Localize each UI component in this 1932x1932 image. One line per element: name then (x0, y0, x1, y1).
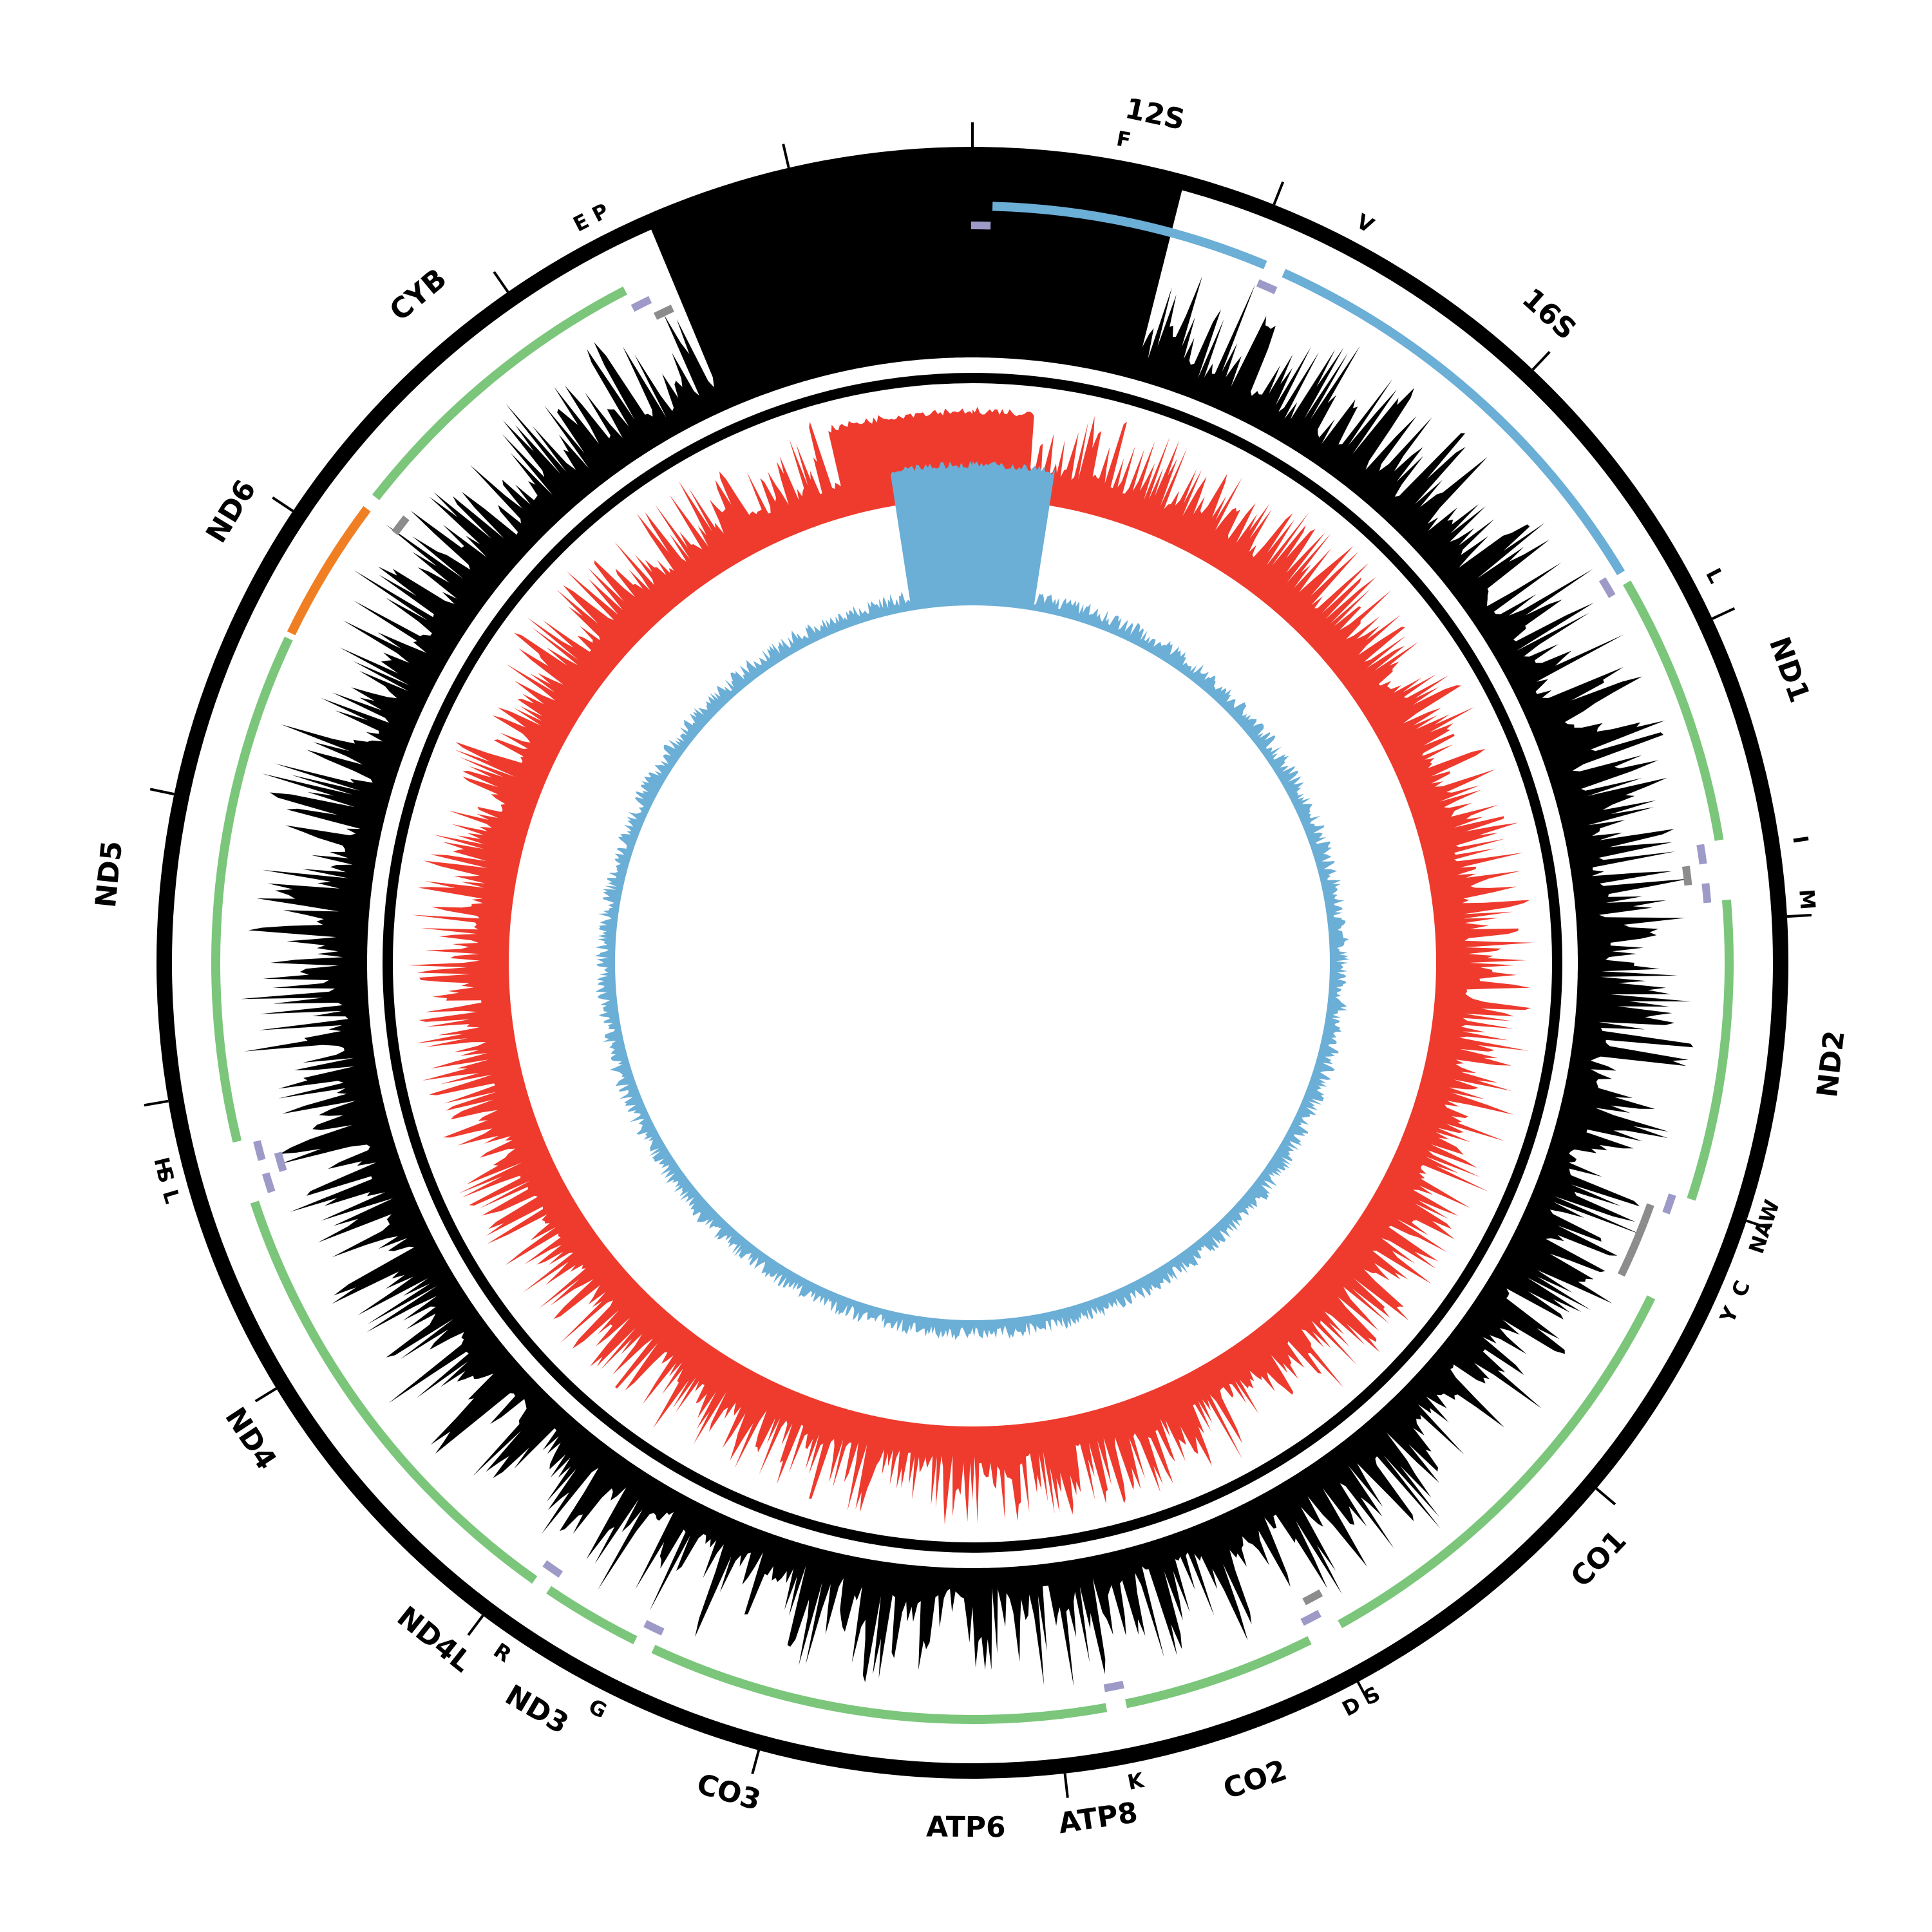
gene-label-nd1: ND1 (1763, 632, 1816, 706)
trna-mark-c (1625, 1238, 1641, 1260)
trna-mark-q (1681, 866, 1692, 886)
scale-tick (1712, 607, 1736, 620)
scale-tick (144, 1099, 169, 1107)
gene-arc-co2 (1125, 1636, 1312, 1709)
trna-label: Y (1715, 1302, 1744, 1327)
trna-label: K (1126, 1768, 1147, 1795)
trna-mark-n (1633, 1221, 1648, 1242)
scale-tick (1531, 351, 1551, 371)
trna-label: R (489, 1638, 516, 1667)
gene-label-nd5: ND5 (90, 839, 129, 909)
gene-label-nd2: ND2 (1811, 1029, 1852, 1099)
trna-mark-m (1701, 883, 1712, 904)
genome-backbone (156, 147, 1788, 1779)
gene-arcs (211, 202, 1734, 1724)
trna-label: L (158, 1187, 185, 1206)
gene-label-nd3: ND3 (500, 1678, 574, 1740)
gene-label-atp6: ATP6 (926, 1810, 1006, 1844)
inner-backbone-ring (383, 373, 1562, 1553)
outer-backbone-ring (156, 147, 1788, 1779)
trna-label: C (1727, 1277, 1755, 1300)
trna-mark-a (1640, 1203, 1654, 1224)
gene-arc-co3 (651, 1645, 871, 1718)
gene-arc-cyb (372, 286, 627, 500)
trna-mark-t (630, 296, 652, 312)
trna-mark-k (1103, 1680, 1124, 1692)
gene-arc-nd6 (287, 506, 371, 636)
trna-label: E P (569, 198, 613, 237)
trna-label: V (1352, 209, 1378, 238)
trna-label: G (585, 1694, 611, 1723)
gene-arc-nd5 (211, 636, 293, 1143)
gene-label-nd6: ND6 (200, 475, 263, 549)
trna-mark-e (392, 515, 410, 536)
scale-tick (751, 1750, 761, 1774)
gene-label-co2: CO2 (1219, 1754, 1291, 1806)
scale-tick (1273, 181, 1285, 205)
gene-arc-16s (1282, 269, 1625, 576)
trna-mark-w (1662, 1193, 1676, 1215)
trna-mark-l (253, 1140, 266, 1161)
trna-mark-s (1302, 1589, 1323, 1605)
trna-mark-h (261, 1172, 276, 1193)
trna-label: F (1115, 126, 1133, 153)
gene-arc-nd4 (250, 1200, 473, 1532)
scale-tick (1063, 1773, 1069, 1798)
trna-mark-y (1618, 1256, 1633, 1277)
scale-tick (493, 270, 509, 293)
scale-tick (149, 788, 175, 796)
trna-mark-g (643, 1620, 665, 1636)
gene-label-co1: CO1 (1564, 1524, 1633, 1594)
gene-arc-12s (992, 202, 1267, 270)
gene-arc-atp8 (1057, 1703, 1108, 1719)
gene-arc-nd1 (1623, 580, 1724, 841)
gene-arc-co1 (1338, 1295, 1656, 1629)
gene-arc-nd4l (466, 1524, 538, 1584)
trna-marks (253, 221, 1712, 1692)
scale-tick (467, 1615, 484, 1636)
gene-label-nd4l: ND4L (391, 1600, 478, 1679)
scale-tick (1746, 1219, 1770, 1230)
scale-tick (1356, 1681, 1371, 1705)
scale-tick (254, 1387, 278, 1403)
trna-label: I (1788, 834, 1813, 845)
trna-mark-l (1598, 577, 1616, 598)
scale-tick (782, 144, 790, 168)
trna-label: L (1701, 564, 1728, 587)
trna-mark-r (542, 1560, 564, 1578)
trna-mark-v (1256, 279, 1278, 294)
gene-label-16s: 16S (1516, 282, 1582, 346)
depth-track-inner (594, 460, 1350, 1340)
scale-tick (1595, 1487, 1616, 1506)
trna-mark-i (1696, 844, 1707, 865)
trna-mark-d (1300, 1609, 1321, 1626)
gene-label-cyb: CYB (384, 262, 453, 328)
trna-mark-p (653, 305, 674, 320)
gene-arc-nd3 (546, 1586, 638, 1645)
gene-arc-atp6 (869, 1708, 1065, 1724)
gene-label-atp8: ATP8 (1056, 1796, 1140, 1840)
scale-ticks (144, 122, 1812, 1798)
gene-label-nd4: ND4 (218, 1402, 283, 1476)
gene-arc-nd2 (1687, 899, 1734, 1201)
scale-tick (1786, 913, 1812, 918)
gene-label-co3: CO3 (693, 1767, 764, 1817)
scale-tick (272, 496, 294, 513)
trna-label: M (1794, 888, 1820, 911)
trna-mark-s (274, 1151, 287, 1173)
